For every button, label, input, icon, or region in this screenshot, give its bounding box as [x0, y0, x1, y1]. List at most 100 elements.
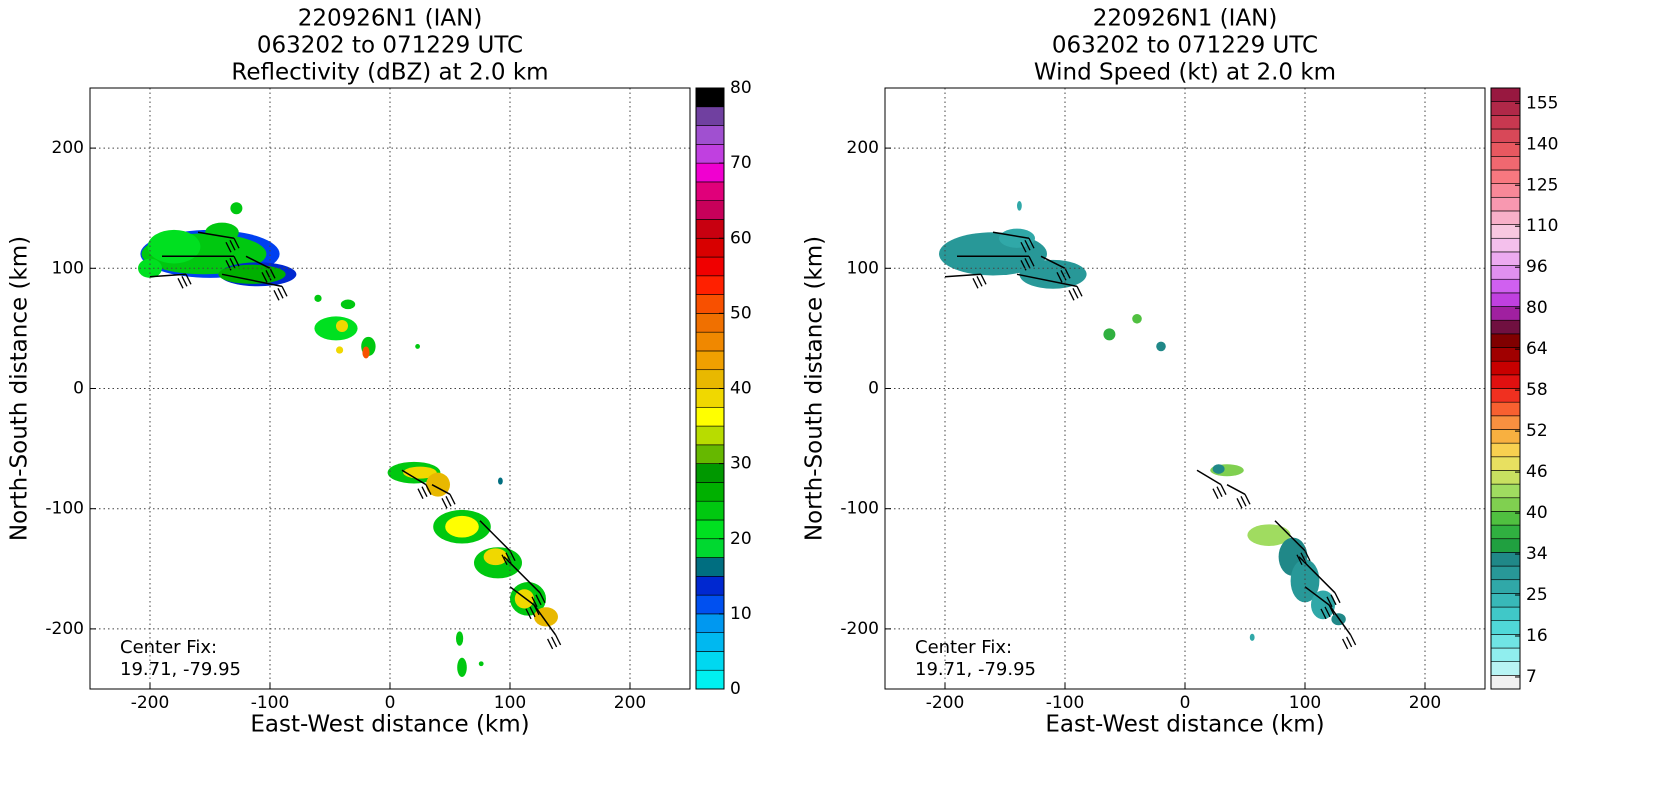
x-tick-label: -100 [1046, 693, 1085, 713]
wind-barb [1304, 586, 1330, 606]
wind-barb [449, 493, 456, 505]
x-tick-label: -200 [131, 693, 170, 713]
colorbar-tick-label: 60 [730, 228, 752, 248]
wind-barb [1024, 257, 1031, 269]
colorbar-segment [1490, 155, 1521, 171]
x-tick-label: 200 [1409, 693, 1441, 713]
annotation: 19.71, -79.95 [120, 659, 241, 680]
colorbar-segment [695, 576, 725, 596]
y-tick-label: 200 [52, 138, 84, 158]
wind-barb [1320, 608, 1327, 620]
wind-barb [555, 634, 562, 646]
x-tick-label: -100 [251, 693, 290, 713]
chart-title: 220926N1 (IAN) [1093, 6, 1278, 32]
colorbar-tick-label: 40 [730, 379, 752, 399]
x-axis-label: East-West distance (km) [250, 712, 529, 738]
wind-barb [972, 278, 979, 289]
wind-barb [1226, 483, 1246, 495]
colorbar-segment [1490, 579, 1521, 594]
colorbar-tick-label: 7 [1526, 667, 1537, 687]
colorbar-segment [695, 482, 725, 502]
wind-barb [265, 270, 272, 281]
colorbar-segment [695, 256, 725, 277]
colorbar-segment [1490, 333, 1521, 348]
colorbar-segment [695, 331, 725, 352]
x-tick-label: 100 [494, 693, 526, 713]
colorbar-tick-label: 80 [730, 78, 752, 98]
wind-barb [992, 231, 1030, 239]
colorbar-segment [1490, 278, 1521, 294]
wind-barb [533, 604, 557, 636]
chart-title: 063202 to 071229 UTC [1052, 33, 1318, 59]
wind-barb [539, 592, 546, 604]
echo [1103, 328, 1116, 341]
colorbar-tick-label: 50 [730, 303, 752, 323]
wind-barb [1328, 604, 1352, 636]
colorbar-segment [1490, 415, 1521, 430]
echo [1132, 313, 1142, 324]
annotation: Center Fix: [915, 637, 1012, 658]
echo [1311, 590, 1335, 620]
wind-barb [525, 608, 532, 620]
wind-barb [1020, 241, 1027, 253]
wind-barb [1064, 268, 1071, 279]
chart-title: 220926N1 (IAN) [298, 6, 483, 32]
annotation: 19.71, -79.95 [915, 659, 1036, 680]
x-axis-label: East-West distance (km) [1045, 712, 1324, 738]
chart-title: Wind Speed (kt) at 2.0 km [1034, 60, 1336, 86]
colorbar-segment [695, 294, 725, 314]
wind-barb [1296, 554, 1303, 566]
echo [230, 202, 243, 215]
y-axis-label: North-South distance (km) [802, 236, 828, 541]
wind-barb [1324, 606, 1331, 618]
colorbar-segment [695, 669, 725, 690]
colorbar-segment [1490, 524, 1521, 540]
wind-barb [445, 495, 452, 507]
wind-barb [441, 497, 448, 509]
echo [1156, 341, 1166, 352]
wind-barb [1056, 272, 1063, 283]
colorbar-segment [1490, 497, 1521, 512]
colorbar-segment [695, 275, 725, 295]
echo [218, 264, 286, 284]
wind-barb [1298, 556, 1336, 594]
colorbar-tick-label: 46 [1526, 462, 1548, 482]
wind-barb [1220, 484, 1227, 495]
echo [314, 316, 358, 341]
colorbar-segment [1490, 661, 1521, 676]
wind-barb [1016, 273, 1078, 288]
wind-barb [1342, 638, 1349, 650]
colorbar-segment [1490, 538, 1521, 553]
colorbar-segment [695, 651, 725, 671]
y-tick-label: 100 [847, 258, 879, 278]
colorbar-segment [1490, 565, 1521, 581]
wind-barb [1240, 495, 1247, 507]
wind-barb [181, 276, 188, 287]
echo [415, 344, 420, 349]
wind-barb [1244, 493, 1251, 505]
colorbar-segment [1490, 251, 1521, 266]
colorbar-segment [695, 106, 725, 126]
colorbar-segment [695, 444, 725, 464]
colorbar-segment [695, 613, 725, 633]
colorbar-tick-label: 125 [1526, 175, 1558, 195]
colorbar-segment [695, 144, 725, 164]
echo [1247, 524, 1291, 546]
colorbar-segment [1490, 483, 1521, 499]
wind-barb [535, 594, 542, 606]
y-tick-label: 0 [868, 379, 879, 399]
wind-barb [1040, 255, 1066, 269]
wind-barb [1072, 288, 1079, 299]
wind-barb [551, 636, 558, 648]
wind-barb [1212, 488, 1219, 499]
annotation: Center Fix: [120, 637, 217, 658]
colorbar-segment [1490, 442, 1521, 458]
wind-barb [944, 273, 982, 278]
wind-barb [1346, 636, 1353, 648]
y-axis-label: North-South distance (km) [7, 236, 33, 541]
wind-barb [1274, 520, 1306, 552]
colorbar-segment [1490, 456, 1521, 471]
wind-barb [529, 606, 536, 618]
wind-barb [1076, 286, 1083, 297]
wind-barb [547, 638, 554, 650]
